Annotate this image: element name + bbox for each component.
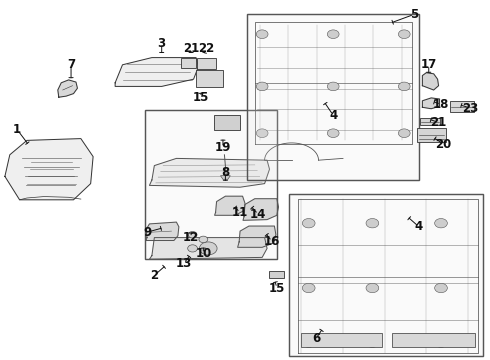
Circle shape xyxy=(199,242,217,255)
Text: 4: 4 xyxy=(329,109,337,122)
Bar xyxy=(269,271,284,278)
Circle shape xyxy=(366,283,379,293)
Circle shape xyxy=(302,219,315,228)
Circle shape xyxy=(435,219,447,228)
Text: 3: 3 xyxy=(158,37,166,50)
Bar xyxy=(417,128,446,142)
Polygon shape xyxy=(215,196,245,215)
Text: 2: 2 xyxy=(150,269,158,282)
Text: 18: 18 xyxy=(433,98,449,111)
Bar xyxy=(450,101,474,112)
Circle shape xyxy=(435,283,447,293)
Polygon shape xyxy=(422,98,440,109)
Bar xyxy=(289,194,483,356)
Circle shape xyxy=(327,82,339,91)
Bar xyxy=(196,70,223,87)
Polygon shape xyxy=(58,80,77,97)
Bar xyxy=(197,58,216,69)
Text: 13: 13 xyxy=(175,257,192,270)
Polygon shape xyxy=(422,73,439,90)
Circle shape xyxy=(398,129,410,138)
Bar xyxy=(301,333,382,347)
Bar xyxy=(145,110,277,259)
Polygon shape xyxy=(243,199,278,220)
Bar xyxy=(181,58,196,68)
Text: 1: 1 xyxy=(13,123,21,136)
Bar xyxy=(214,115,240,130)
Text: 21: 21 xyxy=(430,116,447,129)
Circle shape xyxy=(398,82,410,91)
Circle shape xyxy=(199,236,208,243)
Text: 15: 15 xyxy=(269,282,285,294)
Text: 21: 21 xyxy=(183,42,199,55)
Text: 23: 23 xyxy=(462,102,479,114)
Text: 17: 17 xyxy=(420,58,437,71)
Polygon shape xyxy=(220,176,230,179)
Text: 15: 15 xyxy=(193,91,209,104)
Circle shape xyxy=(327,30,339,39)
Text: 8: 8 xyxy=(221,166,229,179)
Circle shape xyxy=(302,338,315,347)
Bar xyxy=(420,118,440,125)
Polygon shape xyxy=(149,238,267,259)
Text: 4: 4 xyxy=(415,220,423,233)
Bar xyxy=(247,14,419,180)
Polygon shape xyxy=(149,158,270,187)
Polygon shape xyxy=(238,226,276,247)
Text: 5: 5 xyxy=(410,8,418,21)
Circle shape xyxy=(302,283,315,293)
Text: 16: 16 xyxy=(264,235,280,248)
Text: 7: 7 xyxy=(67,58,75,71)
Text: 20: 20 xyxy=(435,138,452,150)
Text: 22: 22 xyxy=(197,42,214,55)
Bar xyxy=(247,14,419,180)
Text: 11: 11 xyxy=(232,206,248,219)
Circle shape xyxy=(398,30,410,39)
Circle shape xyxy=(188,231,197,238)
Text: 12: 12 xyxy=(183,231,199,244)
Circle shape xyxy=(188,245,197,252)
Circle shape xyxy=(256,82,268,91)
Text: 9: 9 xyxy=(143,226,151,239)
Text: 10: 10 xyxy=(195,247,212,260)
Polygon shape xyxy=(146,222,179,240)
Polygon shape xyxy=(115,58,198,86)
Circle shape xyxy=(327,129,339,138)
Circle shape xyxy=(435,338,447,347)
Circle shape xyxy=(366,338,379,347)
Bar xyxy=(145,110,277,259)
Circle shape xyxy=(256,30,268,39)
Polygon shape xyxy=(5,139,93,200)
Circle shape xyxy=(366,219,379,228)
Text: 6: 6 xyxy=(312,332,320,345)
Text: 19: 19 xyxy=(215,141,231,154)
Text: 14: 14 xyxy=(250,208,267,221)
Bar xyxy=(392,333,475,347)
Bar xyxy=(289,194,483,356)
Circle shape xyxy=(256,129,268,138)
